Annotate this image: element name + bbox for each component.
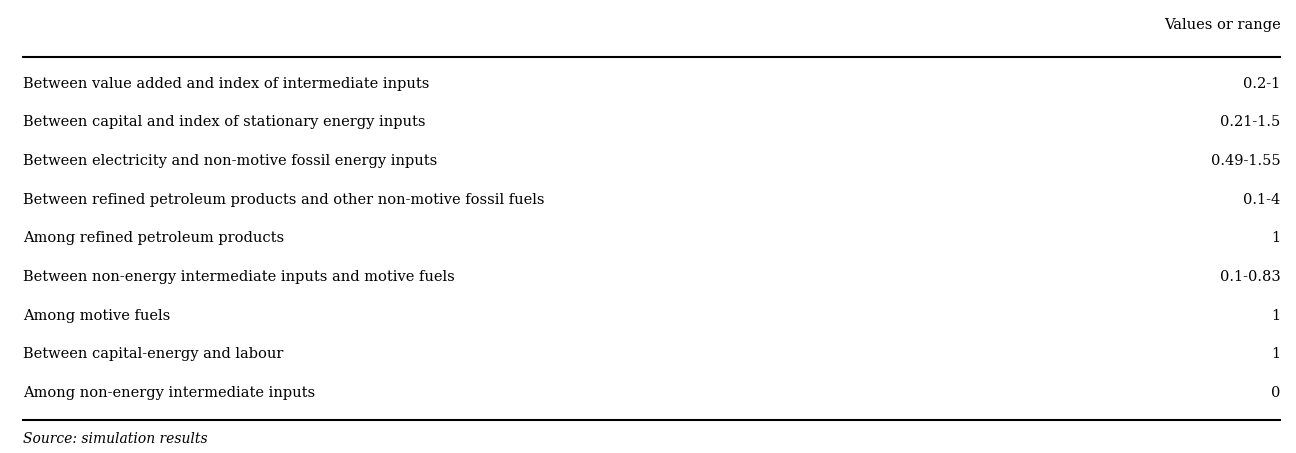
Text: Between refined petroleum products and other non-motive fossil fuels: Between refined petroleum products and o… bbox=[23, 193, 544, 207]
Text: 0: 0 bbox=[1271, 386, 1280, 400]
Text: Among non-energy intermediate inputs: Among non-energy intermediate inputs bbox=[23, 386, 315, 400]
Text: Between electricity and non-motive fossil energy inputs: Between electricity and non-motive fossi… bbox=[23, 154, 438, 168]
Text: Values or range: Values or range bbox=[1164, 18, 1280, 32]
Text: Between capital and index of stationary energy inputs: Between capital and index of stationary … bbox=[23, 116, 426, 129]
Text: 0.1-4: 0.1-4 bbox=[1243, 193, 1280, 207]
Text: 1: 1 bbox=[1271, 347, 1280, 361]
Text: 0.2-1: 0.2-1 bbox=[1243, 77, 1280, 91]
Text: 1: 1 bbox=[1271, 231, 1280, 245]
Text: 0.21-1.5: 0.21-1.5 bbox=[1221, 116, 1280, 129]
Text: Among refined petroleum products: Among refined petroleum products bbox=[23, 231, 284, 245]
Text: 0.49-1.55: 0.49-1.55 bbox=[1210, 154, 1280, 168]
Text: 1: 1 bbox=[1271, 308, 1280, 323]
Text: Source: simulation results: Source: simulation results bbox=[23, 432, 207, 445]
Text: Among motive fuels: Among motive fuels bbox=[23, 308, 171, 323]
Text: Between non-energy intermediate inputs and motive fuels: Between non-energy intermediate inputs a… bbox=[23, 270, 455, 284]
Text: 0.1-0.83: 0.1-0.83 bbox=[1220, 270, 1280, 284]
Text: Between value added and index of intermediate inputs: Between value added and index of interme… bbox=[23, 77, 430, 91]
Text: Between capital-energy and labour: Between capital-energy and labour bbox=[23, 347, 284, 361]
